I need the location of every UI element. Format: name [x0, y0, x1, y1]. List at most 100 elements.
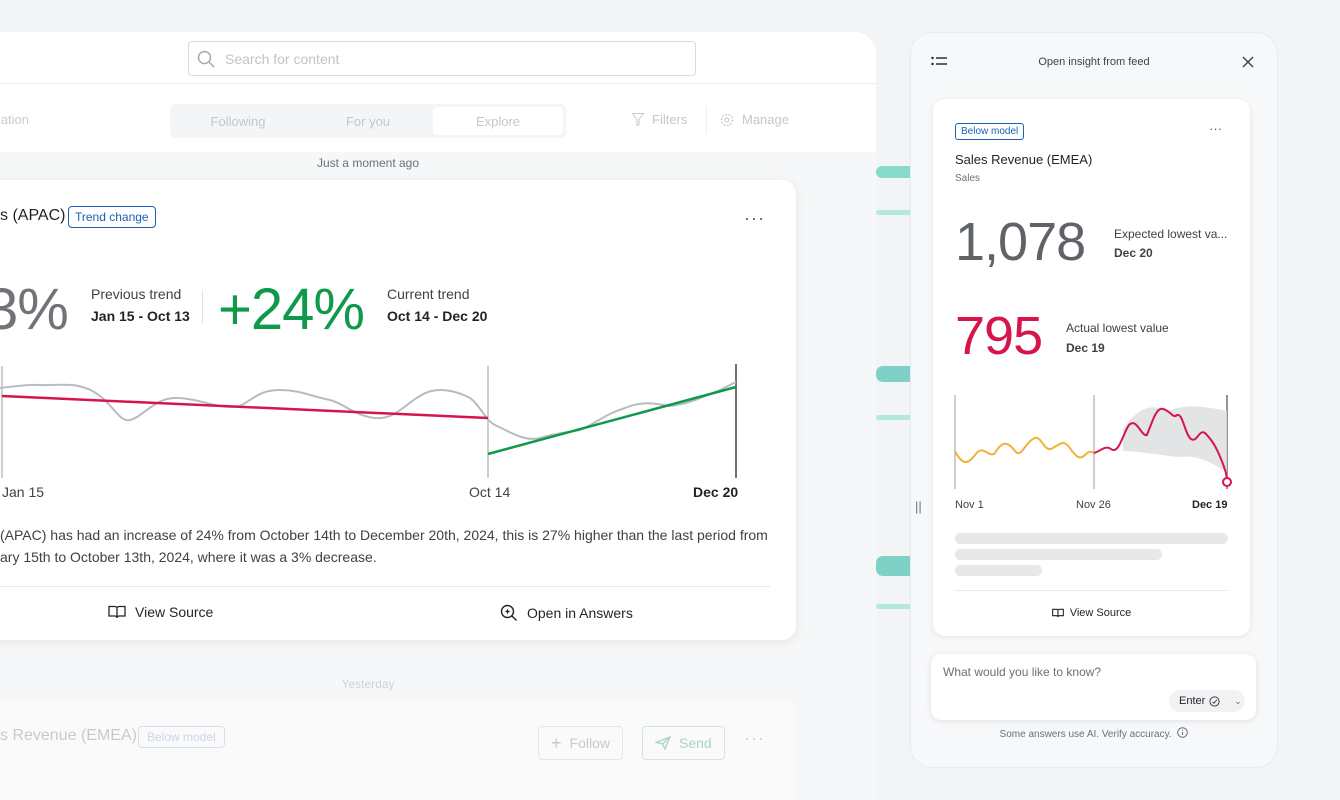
plus-icon: +: [551, 732, 562, 753]
insight-card: s (APAC) Trend change ··· 3% Previous tr…: [0, 180, 796, 640]
kpi-divider: [202, 290, 203, 324]
actual-series-line: [0, 381, 737, 440]
expected-label: Expected lowest va...: [1114, 227, 1228, 241]
book-icon: [1051, 608, 1064, 618]
search-icon: [197, 50, 215, 68]
panel-card-subtitle: Sales: [955, 173, 981, 184]
enter-icon: [1209, 695, 1220, 707]
tab-for-you[interactable]: For you: [345, 113, 391, 129]
below-model-chart: [954, 395, 1232, 489]
top-bar: [0, 32, 876, 84]
axis-label-start: Nov 1: [955, 499, 984, 511]
ask-input-placeholder[interactable]: What would you like to know?: [943, 665, 1102, 679]
gear-icon: [720, 113, 734, 126]
decorative-stripe: [876, 366, 916, 382]
follow-button[interactable]: + Follow: [538, 726, 623, 760]
card-divider: [0, 586, 770, 587]
expected-date: Dec 20: [1114, 246, 1153, 260]
filter-icon: [632, 113, 644, 126]
more-menu-button[interactable]: ···: [744, 728, 765, 748]
expected-range-band: [1123, 406, 1227, 473]
below-model-badge: Below model: [138, 726, 225, 748]
current-trend-line: [487, 385, 737, 456]
previous-trend-value: 3%: [0, 277, 69, 342]
trend-chart: [0, 364, 737, 478]
actual-label: Actual lowest value: [1066, 321, 1169, 335]
insight-side-panel: Open insight from feed || Below model ··…: [910, 32, 1278, 768]
search-box[interactable]: [188, 41, 696, 76]
axis-label-split: Oct 14: [469, 484, 511, 500]
chevron-down-icon[interactable]: ⌄: [1234, 695, 1242, 706]
open-in-answers-button[interactable]: Open in Answers: [500, 604, 633, 622]
filters-label: Filters: [652, 112, 688, 127]
ask-input-box[interactable]: What would you like to know? Enter ⌄: [931, 654, 1256, 720]
panel-title: Open insight from feed: [1038, 56, 1150, 68]
trend-change-badge: Trend change: [68, 206, 156, 228]
current-trend-dates: Oct 14 - Dec 20: [387, 308, 488, 324]
axis-label-start: Jan 15: [2, 484, 45, 500]
resize-handle-icon[interactable]: ||: [915, 499, 922, 514]
send-button[interactable]: Send: [642, 726, 725, 760]
history-series-line: [954, 436, 1095, 463]
feed-window: mation Following For you Explore Filters…: [0, 32, 876, 800]
axis-label-split: Nov 26: [1076, 499, 1111, 511]
insight-card-faded: s Revenue (EMEA) Below model + Follow Se…: [0, 700, 796, 800]
more-menu-button[interactable]: ···: [744, 208, 765, 228]
panel-card-title: Sales Revenue (EMEA): [955, 152, 1093, 167]
view-source-label: View Source: [135, 604, 214, 620]
previous-trend-label: Previous trend: [91, 286, 182, 302]
tab-fragment[interactable]: mation: [0, 112, 30, 127]
actual-value: 795: [955, 306, 1043, 366]
list-menu-icon[interactable]: [931, 55, 949, 69]
recent-series-line: [1093, 407, 1228, 482]
view-source-label: View Source: [1069, 607, 1132, 619]
close-icon[interactable]: [1241, 55, 1255, 69]
filters-button[interactable]: Filters: [632, 112, 687, 127]
divider: [706, 106, 707, 134]
loading-placeholder: [955, 565, 1042, 576]
axis-label-end: Dec 20: [693, 484, 739, 500]
description-line: ary 15th to October 13th, 2024, where it…: [0, 549, 377, 565]
decorative-stripe: [876, 604, 916, 609]
open-in-answers-label: Open in Answers: [527, 605, 633, 621]
info-icon[interactable]: [1177, 727, 1189, 738]
follow-label: Follow: [569, 735, 610, 751]
current-trend-value: +24%: [218, 277, 365, 342]
book-icon: [108, 605, 126, 619]
tab-explore[interactable]: Explore: [433, 107, 563, 135]
previous-trend-dates: Jan 15 - Oct 13: [91, 308, 190, 324]
disclaimer-text: Some answers use AI. Verify accuracy.: [999, 729, 1172, 740]
loading-placeholder: [955, 549, 1162, 560]
expected-value: 1,078: [955, 212, 1086, 272]
current-trend-label: Current trend: [387, 286, 470, 302]
previous-trend-line: [1, 394, 489, 420]
feed-tab-group: Following For you Explore: [170, 104, 566, 138]
timestamp-now: Just a moment ago: [316, 156, 420, 170]
search-input[interactable]: [225, 50, 665, 67]
more-menu-button[interactable]: ···: [1209, 121, 1222, 136]
send-label: Send: [679, 735, 712, 751]
card-divider: [955, 590, 1228, 591]
actual-date: Dec 19: [1066, 341, 1105, 355]
view-source-button[interactable]: View Source: [933, 607, 1250, 619]
decorative-stripe: [876, 166, 916, 178]
timestamp-yesterday: Yesterday: [341, 677, 395, 691]
panel-insight-card: Below model ··· Sales Revenue (EMEA) Sal…: [933, 99, 1250, 636]
lowest-point-marker: [1222, 477, 1232, 487]
tab-following[interactable]: Following: [210, 113, 266, 129]
manage-button[interactable]: Manage: [720, 112, 789, 127]
manage-label: Manage: [742, 112, 789, 127]
send-icon: [655, 736, 671, 750]
insight-title: s (APAC): [0, 207, 66, 224]
view-source-button[interactable]: View Source: [108, 604, 213, 620]
description-line: (APAC) has had an increase of 24% from O…: [0, 527, 768, 543]
below-model-badge: Below model: [955, 123, 1025, 140]
enter-label: Enter: [1179, 695, 1206, 707]
insight-title: s Revenue (EMEA): [0, 727, 137, 744]
decorative-stripe: [876, 210, 916, 215]
feed-tabs-row: mation Following For you Explore Filters…: [0, 84, 876, 152]
axis-label-end: Dec 19: [1192, 499, 1228, 511]
decorative-stripe: [876, 415, 916, 420]
answers-search-icon: [500, 604, 517, 621]
enter-button[interactable]: Enter ⌄: [1169, 690, 1245, 712]
